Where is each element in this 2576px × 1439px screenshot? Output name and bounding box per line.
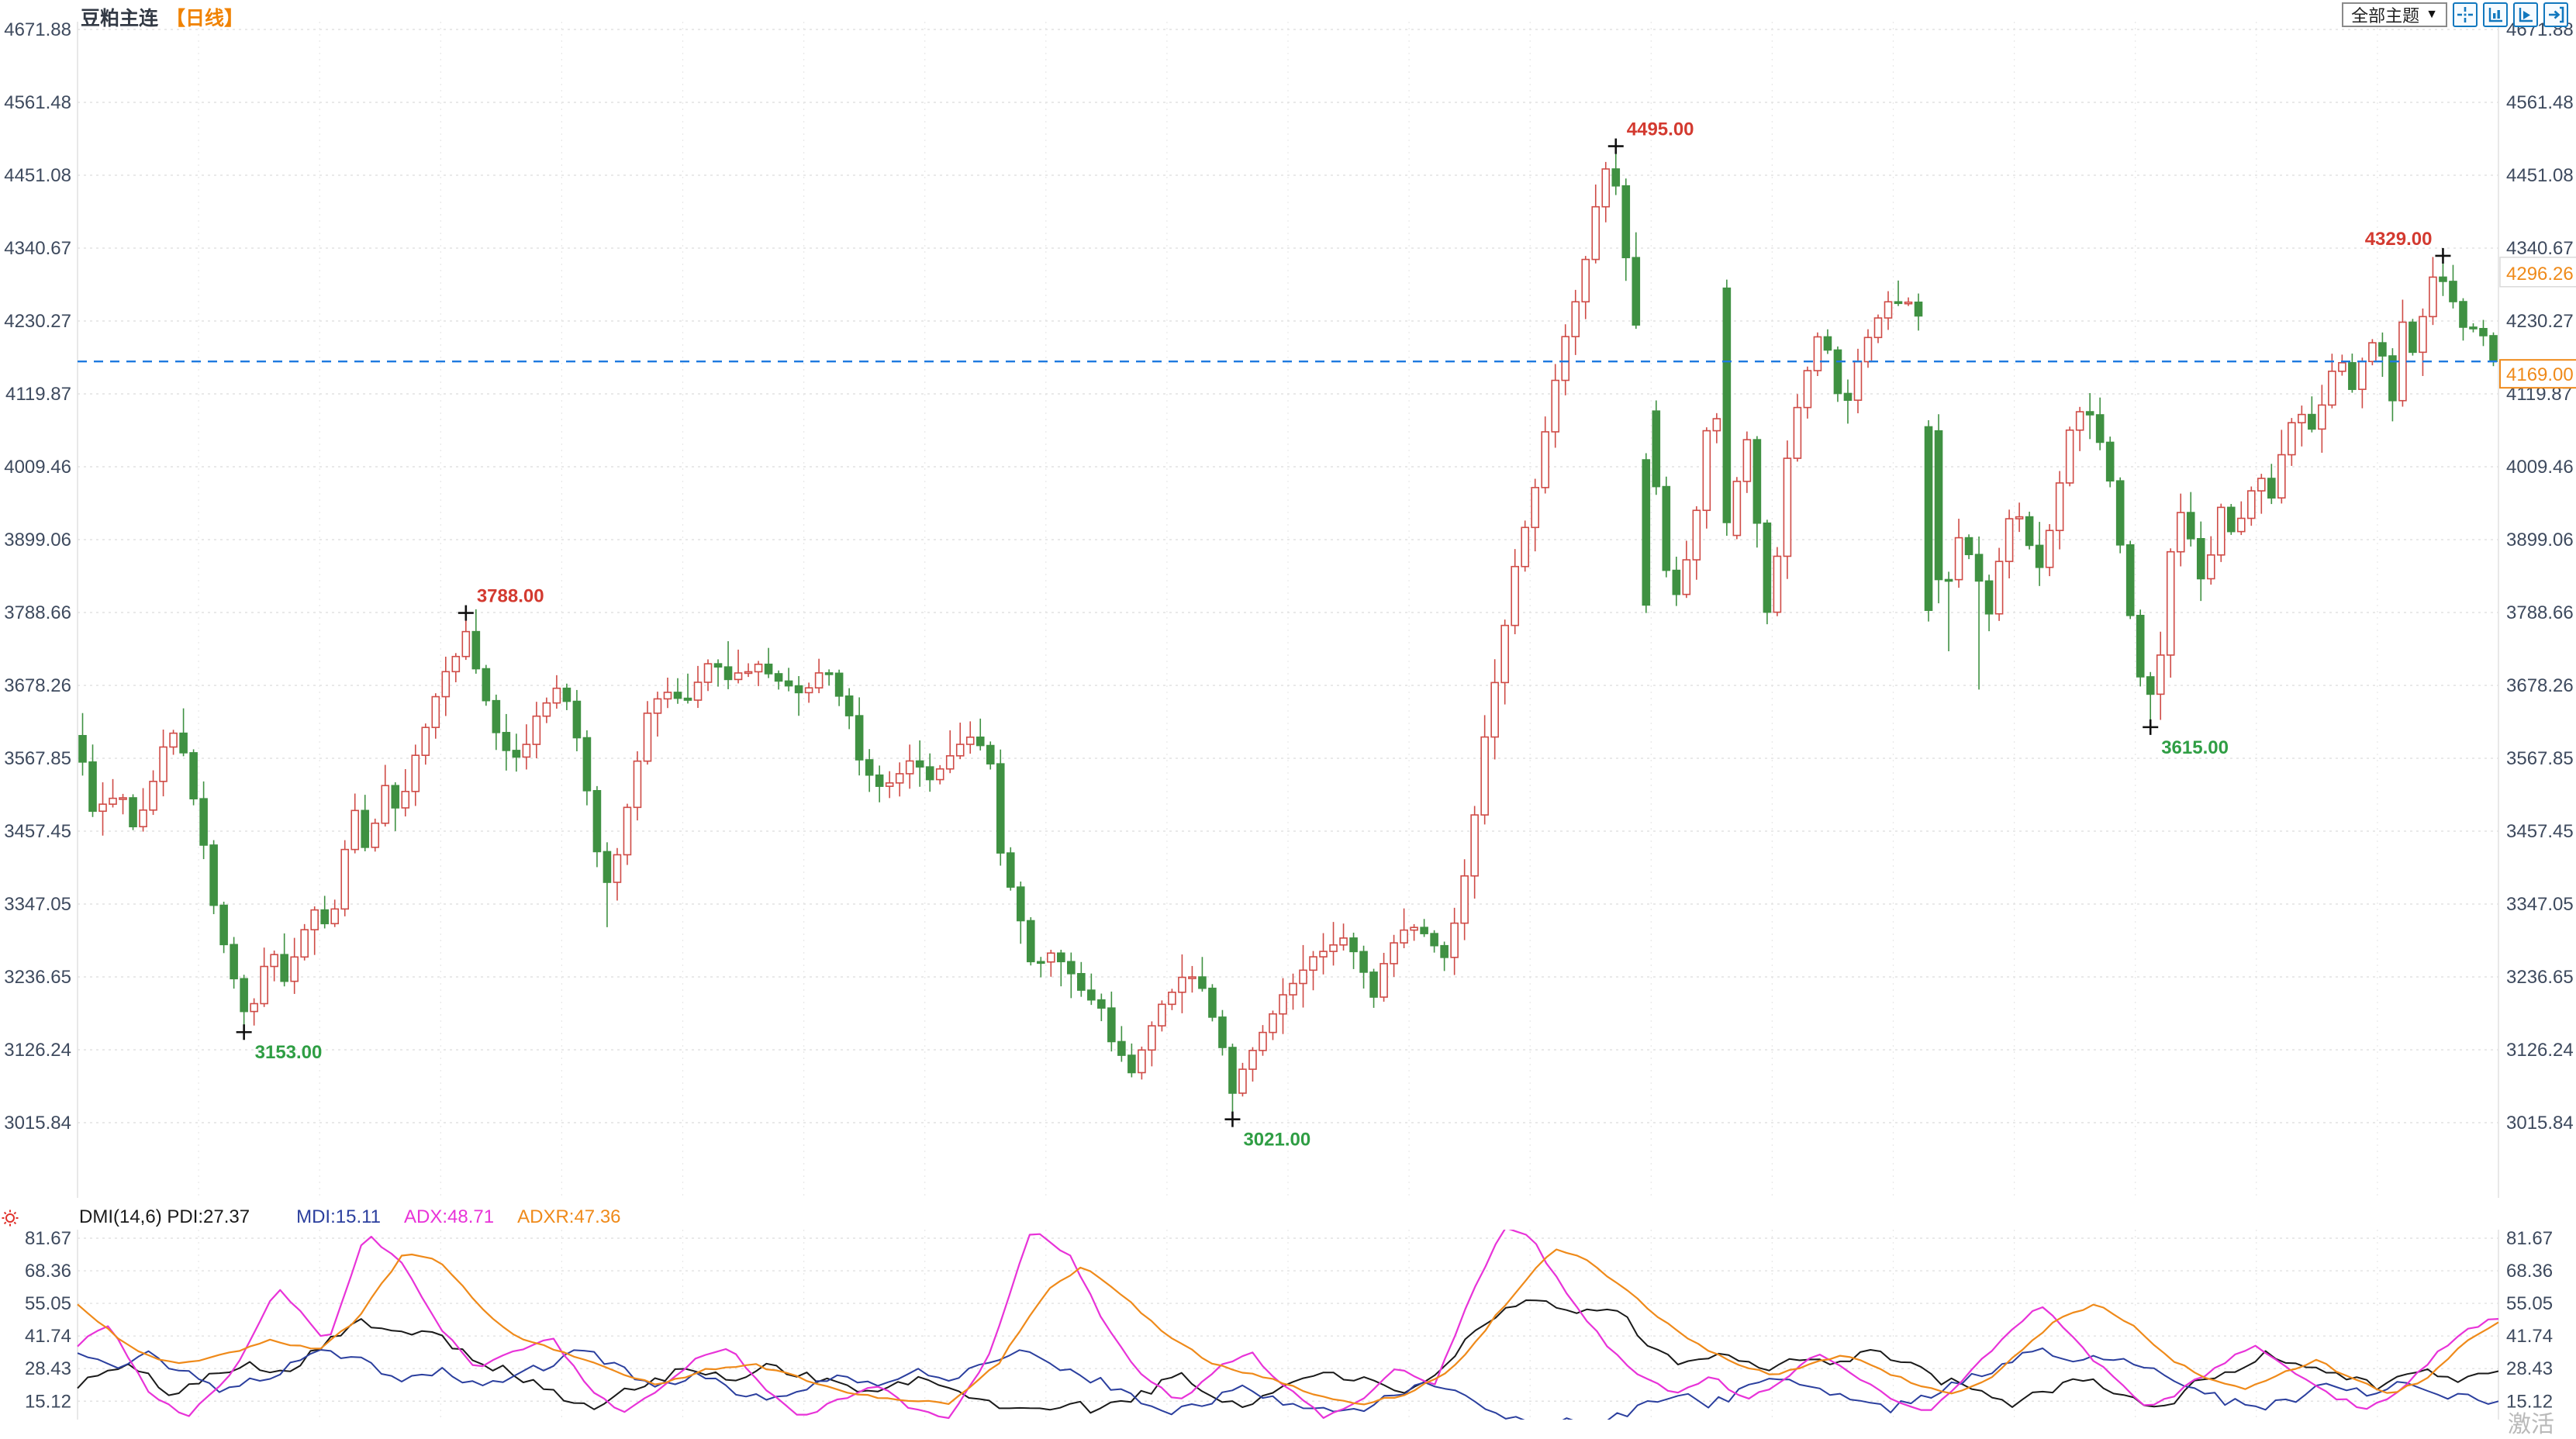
move-crosshair-icon[interactable] bbox=[2453, 2, 2478, 27]
secondary-price-tag: 4296.26 bbox=[2506, 264, 2574, 285]
price-annotation-label: 4329.00 bbox=[2365, 229, 2433, 250]
y-axis-label-right: 4561.48 bbox=[2506, 92, 2574, 113]
price-annotation-label: 3788.00 bbox=[477, 586, 544, 607]
dmi-axis-label-left: 81.67 bbox=[25, 1228, 71, 1249]
y-axis-label-left: 3678.26 bbox=[4, 675, 71, 696]
left-axis-chart-icon[interactable] bbox=[2483, 2, 2508, 27]
y-axis-label-left: 3899.06 bbox=[4, 530, 71, 550]
y-axis-label-left: 4340.67 bbox=[4, 238, 71, 259]
right-axis-chart-icon[interactable] bbox=[2513, 2, 2538, 27]
y-axis-label-right: 4009.46 bbox=[2506, 457, 2574, 478]
y-axis-label-left: 3236.65 bbox=[4, 967, 71, 988]
dmi-mdi-value: MDI:15.11 bbox=[296, 1206, 382, 1227]
dropdown-arrow-icon: ▼ bbox=[2426, 8, 2438, 21]
dmi-axis-label-left: 55.05 bbox=[25, 1293, 71, 1314]
y-axis-label-right: 4340.67 bbox=[2506, 238, 2574, 259]
dmi-adx-value: ADX:48.71 bbox=[404, 1206, 495, 1227]
y-axis-label-left: 3347.05 bbox=[4, 894, 71, 915]
indicator-settings-icon[interactable] bbox=[0, 1208, 20, 1232]
y-axis-label-left: 4119.87 bbox=[5, 384, 71, 405]
y-axis-label-right: 3678.26 bbox=[2506, 675, 2574, 696]
watermark-text: 激活 bbox=[2508, 1412, 2554, 1437]
dmi-axis-label-right: 68.36 bbox=[2506, 1261, 2553, 1282]
y-axis-label-right: 3567.85 bbox=[2506, 748, 2574, 769]
y-axis-label-left: 4671.88 bbox=[4, 19, 71, 40]
dmi-series-adxr bbox=[77, 1248, 2499, 1406]
dmi-axis-label-right: 81.67 bbox=[2506, 1228, 2553, 1249]
y-axis-label-left: 4451.08 bbox=[4, 165, 71, 186]
y-axis-label-left: 3788.66 bbox=[4, 602, 71, 623]
period-tag: 【日线】 bbox=[166, 8, 244, 29]
y-axis-label-right: 3015.84 bbox=[2506, 1113, 2574, 1134]
dmi-axis-label-right: 41.74 bbox=[2506, 1326, 2553, 1347]
price-annotation-label: 3021.00 bbox=[1243, 1130, 1310, 1151]
price-annotation-label: 3153.00 bbox=[255, 1042, 323, 1063]
current-price-tag-box bbox=[2499, 359, 2576, 389]
y-axis-label-right: 4230.27 bbox=[2506, 311, 2574, 332]
dmi-adxr-value: ADXR:47.36 bbox=[517, 1206, 621, 1227]
y-axis-label-right: 3347.05 bbox=[2506, 894, 2574, 915]
instrument-title: 豆粕主连 bbox=[81, 8, 159, 29]
current-price-tag: 4169.00 bbox=[2506, 364, 2574, 385]
y-axis-label-right: 3788.66 bbox=[2506, 602, 2574, 623]
theme-dropdown[interactable]: 全部主题 ▼ bbox=[2342, 2, 2447, 27]
dmi-series-mdi bbox=[77, 1348, 2499, 1420]
dmi-axis-label-right: 28.43 bbox=[2506, 1358, 2553, 1379]
y-axis-label-left: 3457.45 bbox=[4, 821, 71, 842]
y-axis-label-right: 3899.06 bbox=[2506, 530, 2574, 550]
dmi-axis-label-left: 68.36 bbox=[25, 1261, 71, 1282]
y-axis-label-right: 3236.65 bbox=[2506, 967, 2574, 988]
y-axis-label-right: 3457.45 bbox=[2506, 821, 2574, 842]
dmi-axis-label-left: 41.74 bbox=[25, 1326, 71, 1347]
price-annotation-label: 4495.00 bbox=[1627, 119, 1694, 140]
y-axis-label-left: 3567.85 bbox=[4, 748, 71, 769]
dmi-series-adx bbox=[77, 1230, 2499, 1420]
y-axis-label-left: 3126.24 bbox=[4, 1040, 71, 1061]
dmi-axis-label-left: 28.43 bbox=[25, 1358, 71, 1379]
y-axis-label-right: 3126.24 bbox=[2506, 1040, 2574, 1061]
dmi-line-series bbox=[77, 1230, 2499, 1420]
price-annotations: 4495.00 4329.00 3788.00 3153.00 3021.00 3615.… bbox=[78, 119, 2576, 1151]
dmi-axis-label-right: 55.05 bbox=[2506, 1293, 2553, 1314]
candlestick-series bbox=[78, 146, 2498, 1120]
y-axis-label-left: 3015.84 bbox=[4, 1113, 71, 1134]
dmi-label: DMI(14,6) PDI:27.37 bbox=[79, 1206, 250, 1227]
price-annotation-label: 3615.00 bbox=[2161, 737, 2229, 758]
y-axis-label-left: 4009.46 bbox=[4, 457, 71, 478]
y-axis-label-left: 4561.48 bbox=[4, 92, 71, 113]
pan-right-icon[interactable] bbox=[2543, 2, 2568, 27]
y-axis-label-left: 4230.27 bbox=[4, 311, 71, 332]
dmi-indicator-header[interactable]: DMI(14,6) PDI:27.37 MDI:15.11 ADX:48.71 ADX… bbox=[79, 1206, 644, 1228]
theme-dropdown-label: 全部主题 bbox=[2351, 6, 2420, 26]
gridlines bbox=[77, 22, 2499, 1420]
chart-header: 豆粕主连 【日线】 bbox=[81, 3, 243, 31]
dmi-axis-label-left: 15.12 bbox=[25, 1391, 71, 1412]
chart-toolbar: 全部主题 ▼ bbox=[2342, 2, 2568, 27]
y-axis-label-right: 4451.08 bbox=[2506, 165, 2574, 186]
secondary-price-tag-box bbox=[2499, 257, 2576, 288]
dmi-axis-label-right: 15.12 bbox=[2506, 1391, 2553, 1412]
